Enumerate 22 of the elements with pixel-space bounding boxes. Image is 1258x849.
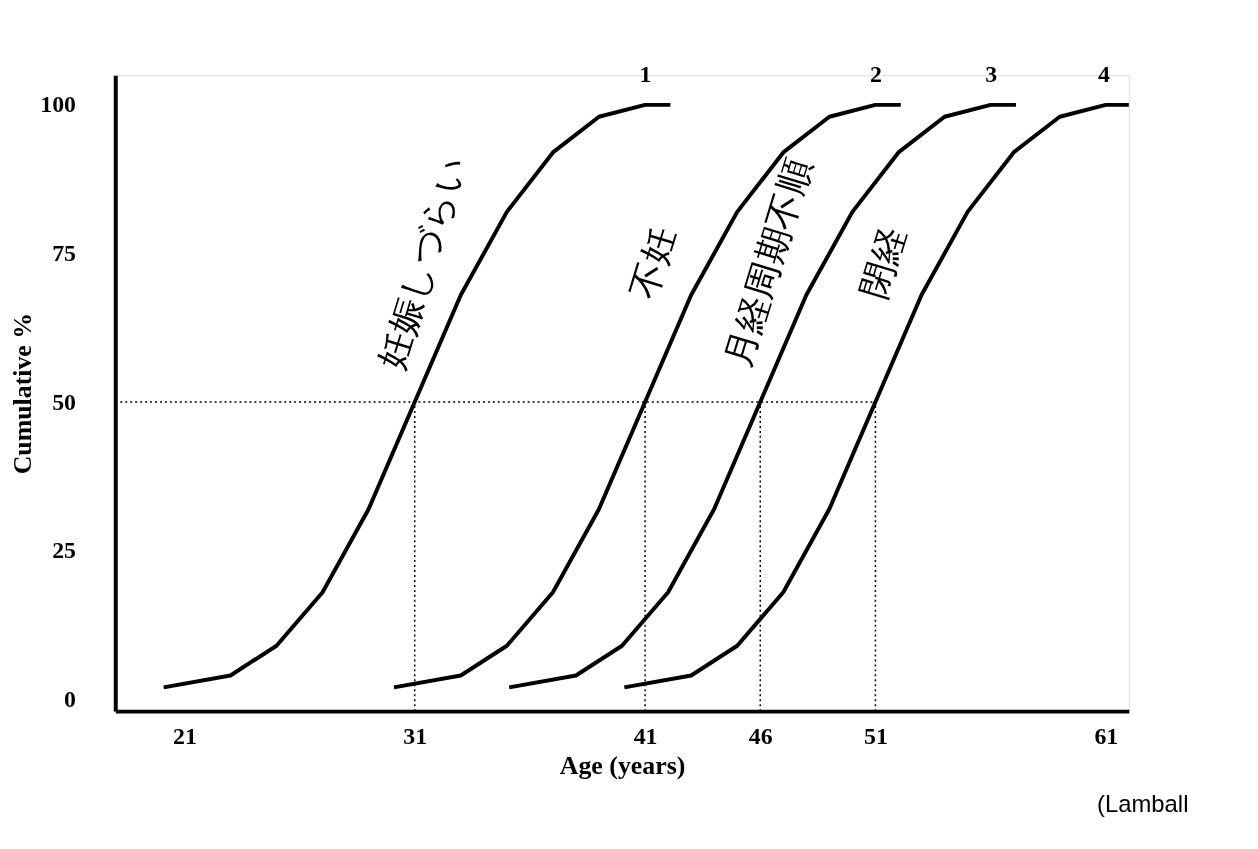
y-tick-label: 0 <box>64 685 77 712</box>
x-tick-label: 61 <box>1094 723 1119 750</box>
series-label: 3 <box>985 61 998 88</box>
y-axis-title: Cumulative % <box>8 312 38 475</box>
text: (Lamball <box>1097 790 1189 818</box>
x-tick-label: 31 <box>403 723 428 750</box>
x-tick-label: 51 <box>864 723 888 750</box>
series-label: 1 <box>639 61 652 88</box>
x-tick-label: 46 <box>748 723 773 750</box>
y-tick-label: 100 <box>40 91 77 118</box>
annotation: 閉経 <box>852 222 914 303</box>
y-tick-label: 75 <box>52 239 77 266</box>
y-tick-label: 50 <box>52 388 77 415</box>
x-tick-label: 41 <box>633 723 658 750</box>
annotation: 妊娠しづらい <box>370 151 475 374</box>
y-tick-label: 25 <box>52 537 77 564</box>
x-axis-title: Age (years) <box>559 751 686 781</box>
series-label: 4 <box>1098 61 1111 88</box>
series-label: 2 <box>869 61 882 88</box>
x-tick-label: 21 <box>172 723 197 750</box>
annotation: 月経周期不順 <box>716 153 820 372</box>
annotation: 不妊 <box>622 222 683 303</box>
